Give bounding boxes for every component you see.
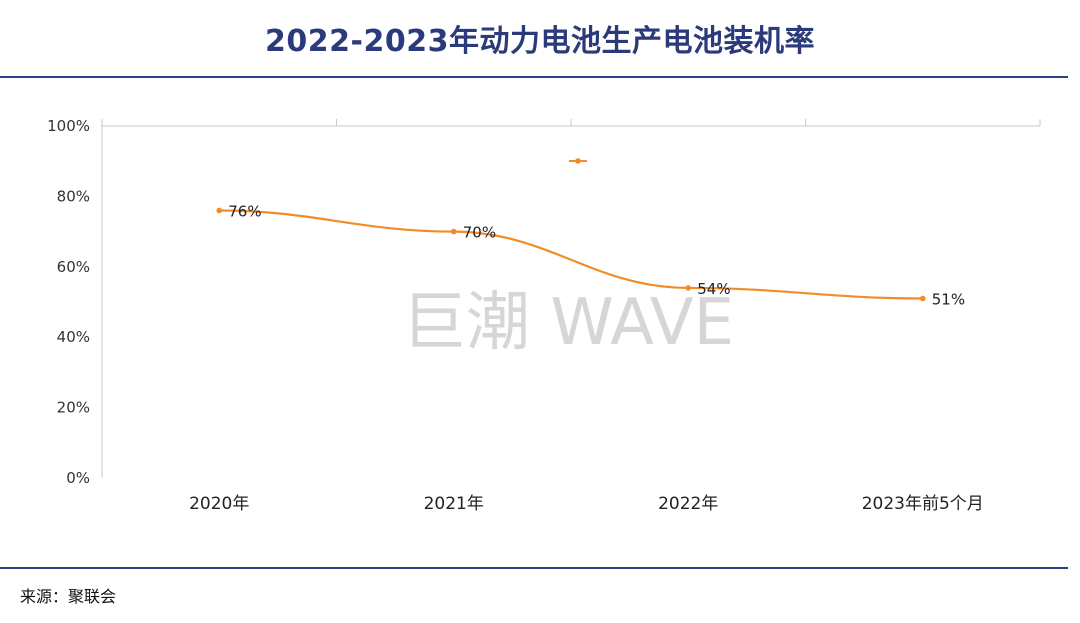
y-tick-label: 40%	[57, 328, 90, 346]
data-point	[685, 285, 692, 291]
y-tick-label: 80%	[57, 187, 90, 205]
y-tick-label: 0%	[66, 469, 90, 487]
data-labels: 76% 70% 54% 51%	[228, 202, 965, 308]
data-point	[216, 207, 223, 214]
y-tick-label: 100%	[47, 117, 90, 135]
footer-rule	[0, 567, 1068, 569]
chart-title: 2022-2023年动力电池生产电池装机率	[265, 24, 815, 59]
x-tick-label: 2023年前5个月	[862, 494, 984, 514]
data-point	[919, 295, 926, 302]
series-line	[219, 209, 923, 300]
y-tick-label: 60%	[57, 258, 90, 276]
y-tick-label: 20%	[57, 399, 90, 417]
data-point	[450, 228, 457, 235]
x-tick-label: 2022年	[658, 494, 718, 514]
data-label: 51%	[932, 290, 965, 308]
source-note: 来源：聚联会	[20, 587, 117, 606]
x-tick-label: 2021年	[424, 494, 484, 514]
title-rule	[0, 76, 1068, 78]
legend	[569, 158, 587, 164]
series-layer	[216, 207, 926, 302]
data-label: 70%	[463, 224, 496, 242]
data-label: 54%	[697, 280, 730, 298]
data-label: 76%	[228, 202, 261, 220]
x-tick-label: 2020年	[189, 494, 249, 514]
watermark: 巨潮 WAVE	[402, 286, 734, 360]
legend-marker	[575, 158, 581, 164]
axes-layer: 0% 20% 40% 60% 80% 100% 2020年 2021年 2022年 2023年前5…	[47, 117, 1041, 514]
